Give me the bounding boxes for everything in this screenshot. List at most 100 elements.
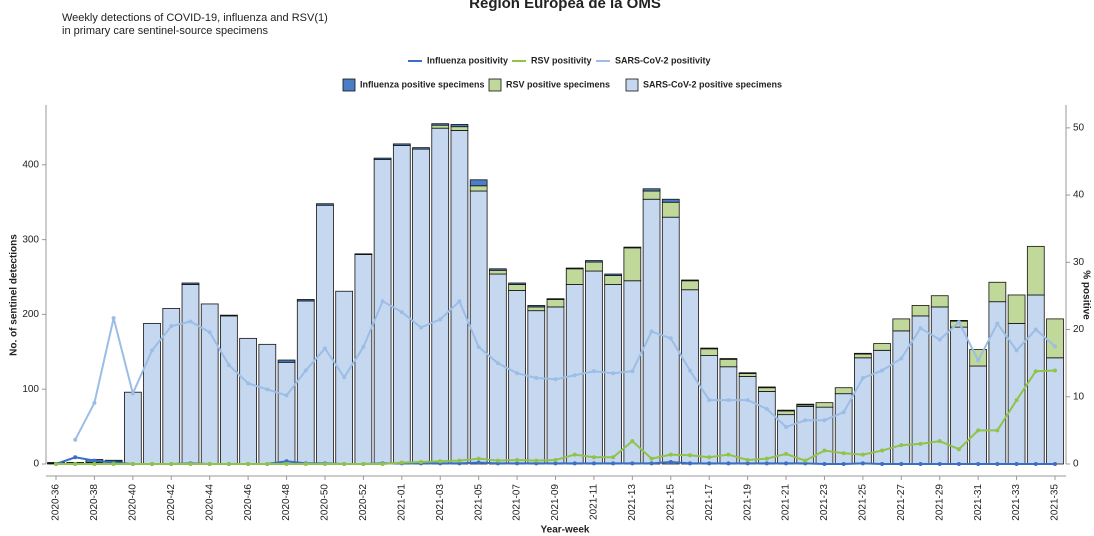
bar-segment [546, 299, 565, 308]
bar-segment [757, 386, 776, 389]
line-point [188, 319, 193, 324]
line-point [860, 452, 865, 457]
line-point [92, 462, 97, 466]
line-point [880, 462, 885, 466]
x-tick-label: 2021-15 [665, 484, 676, 521]
line-point [322, 346, 327, 351]
bar-segment [700, 347, 719, 350]
bar-segment [296, 300, 315, 465]
x-tick-label: 2021-07 [512, 484, 523, 521]
line-point [591, 369, 596, 374]
line-point [342, 375, 347, 380]
line-point [553, 377, 558, 382]
line-point [92, 400, 97, 405]
line-point [92, 458, 97, 463]
line-point [188, 462, 193, 466]
y2-tick-label: 30 [1073, 257, 1085, 268]
line-point [572, 461, 577, 466]
line-point [207, 330, 212, 335]
line-point [591, 455, 596, 460]
line-point [226, 462, 231, 466]
legend-symbol [342, 78, 356, 92]
line-point [1033, 369, 1038, 374]
line-point [457, 458, 462, 463]
line-point [745, 398, 750, 403]
x-tick-label: 2021-17 [704, 484, 715, 521]
line-point [246, 381, 251, 386]
bar-segment [930, 295, 949, 308]
bar-segment [681, 289, 699, 465]
bar-segment [719, 358, 738, 360]
line-point [937, 337, 942, 342]
bar-segment [1007, 294, 1026, 324]
line-point [515, 371, 520, 376]
x-tick-label: 2021-27 [896, 484, 907, 521]
line-point [860, 375, 865, 380]
line-point [668, 452, 673, 457]
x-tick-label: 2020-40 [127, 484, 138, 521]
line-point [668, 459, 673, 464]
line-point [380, 299, 385, 304]
line-point [322, 462, 327, 466]
bar-segment [354, 254, 373, 465]
x-tick-label: 2020-36 [51, 484, 62, 521]
bar-segment [508, 284, 526, 291]
line-point [976, 428, 981, 433]
line-point [764, 461, 769, 466]
x-tick-label: 2021-29 [934, 484, 945, 521]
line-point [111, 316, 116, 321]
line-point [457, 299, 462, 304]
line-point [73, 462, 78, 466]
bar-segment [777, 410, 795, 416]
line-point [803, 418, 808, 423]
line-point [784, 451, 789, 456]
line-point [822, 448, 827, 453]
bar-segment [854, 352, 872, 355]
legend-label: SARS-CoV-2 positivity [615, 55, 711, 65]
bar-segment [450, 124, 469, 128]
x-tick-label: 2021-03 [435, 484, 446, 521]
line-point [841, 451, 846, 456]
bar-segment [316, 204, 334, 465]
bar-segment [719, 366, 738, 465]
bar-segment [489, 268, 507, 271]
line-point [918, 462, 923, 466]
line-point [764, 406, 769, 411]
line-point [476, 456, 481, 461]
bar-segment [738, 376, 757, 465]
line-point [380, 462, 385, 466]
bar-segment [738, 372, 757, 374]
bar-segment [604, 273, 622, 276]
bar-segment [661, 198, 680, 203]
x-tick-label: 2020-50 [320, 484, 331, 521]
bar-segment [969, 365, 988, 465]
bar-segment [969, 349, 988, 367]
bar-segment [277, 359, 296, 363]
bar-segment [1026, 245, 1045, 296]
y-tick-label: 400 [22, 159, 39, 170]
line-point [303, 368, 308, 373]
x-tick-label: 2021-13 [627, 484, 638, 521]
legend-label: SARS-CoV-2 positive specimens [643, 79, 782, 89]
legend-symbol [625, 78, 639, 92]
bar-segment [431, 127, 450, 465]
line-point [841, 462, 846, 466]
bar-segment [854, 353, 872, 359]
y2-tick-label: 40 [1073, 190, 1085, 201]
line-point [918, 441, 923, 446]
x-tick-label: 2021-19 [742, 484, 753, 521]
line-point [150, 462, 155, 466]
bar-segment [431, 124, 450, 129]
line-point [726, 461, 731, 466]
y-tick-label: 300 [22, 234, 39, 245]
line-point [764, 456, 769, 461]
line-point [399, 460, 404, 465]
line-point [265, 387, 270, 392]
x-axis-label: Year-week [541, 525, 590, 536]
line-point [687, 461, 692, 466]
bar-segment [296, 299, 315, 302]
line-point [476, 460, 481, 465]
line-point [246, 462, 251, 466]
line-point [1053, 344, 1057, 349]
line-point [649, 461, 654, 466]
